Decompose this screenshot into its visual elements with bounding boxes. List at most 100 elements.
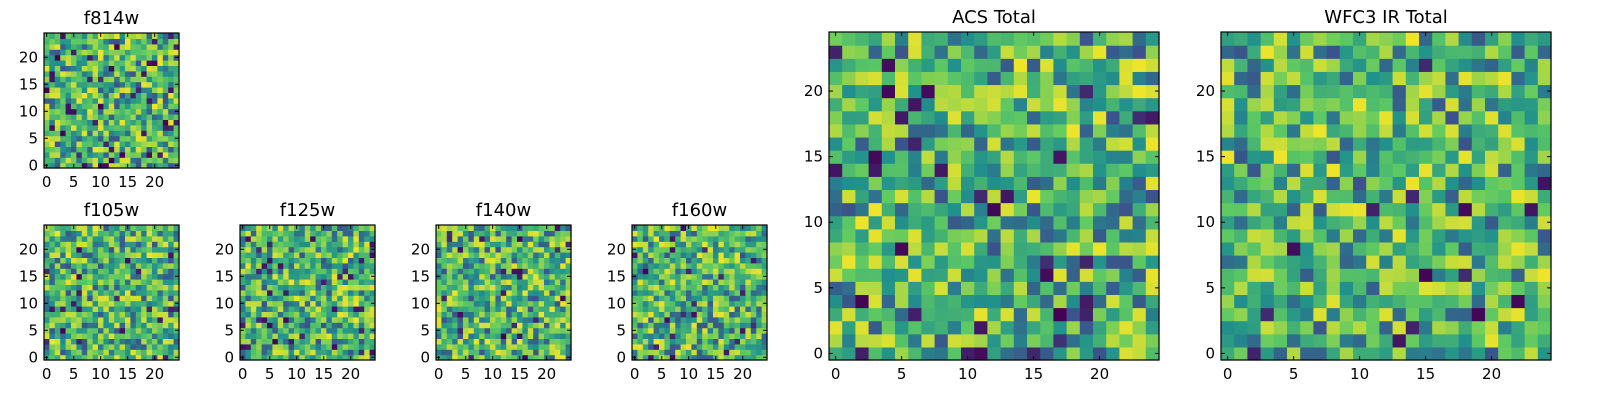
- heatmap-cell: [1027, 268, 1041, 282]
- heatmap-cell: [294, 295, 300, 302]
- heatmap-cell: [1339, 32, 1354, 46]
- heatmap-cell: [756, 311, 763, 318]
- heatmap-cell: [1537, 202, 1552, 217]
- heatmap-cell: [1392, 294, 1407, 309]
- heatmap-cell: [1287, 202, 1301, 217]
- heatmap-cell: [468, 225, 475, 231]
- heatmap-cell: [261, 316, 268, 323]
- heatmap-cell: [881, 294, 896, 309]
- heatmap-cell: [934, 281, 949, 295]
- heatmap-cell: [554, 273, 561, 280]
- heatmap-cell: [60, 60, 67, 66]
- heatmap-cell: [294, 241, 300, 248]
- heatmap-cell: [549, 268, 556, 275]
- heatmap-cell: [348, 262, 354, 269]
- heatmap-cell: [506, 327, 513, 334]
- heatmap-cell: [1234, 136, 1248, 151]
- heatmap-cell: [342, 230, 349, 237]
- heatmap-cell: [729, 311, 736, 318]
- heatmap-cell: [1221, 32, 1235, 46]
- heatmap-cell: [533, 333, 540, 339]
- heatmap-cell: [921, 110, 936, 125]
- y-tick-label: 0: [813, 344, 823, 362]
- heatmap-cell: [87, 54, 94, 61]
- heatmap-cell: [723, 333, 730, 339]
- heatmap-cell: [1027, 228, 1041, 243]
- heatmap-cell: [729, 338, 736, 345]
- heatmap-cell: [441, 235, 448, 242]
- heatmap-cell: [1537, 110, 1552, 125]
- heatmap-cell: [1300, 255, 1314, 269]
- heatmap-cell: [441, 257, 448, 264]
- heatmap-cell: [342, 295, 349, 302]
- heatmap-cell: [162, 70, 169, 77]
- heatmap-cell: [152, 151, 158, 158]
- heatmap-cell: [436, 322, 442, 329]
- heatmap-cell: [125, 70, 131, 77]
- heatmap-cell: [1247, 84, 1262, 99]
- heatmap-cell: [81, 114, 88, 120]
- heatmap-cell: [538, 338, 545, 345]
- heatmap-cell: [173, 338, 180, 345]
- heatmap-cell: [974, 45, 988, 59]
- heatmap-cell: [723, 273, 730, 280]
- heatmap-cell: [868, 45, 883, 59]
- heatmap-cell: [125, 257, 131, 264]
- heatmap-cell: [707, 354, 714, 361]
- heatmap-cell: [1537, 176, 1552, 191]
- heatmap-cell: [162, 76, 169, 83]
- heatmap-cell: [310, 289, 317, 296]
- heatmap-cell: [1093, 307, 1107, 322]
- heatmap-cell: [691, 289, 698, 296]
- heatmap-cell: [353, 273, 360, 280]
- heatmap-cell: [1079, 97, 1094, 112]
- heatmap-cell: [908, 268, 922, 282]
- heatmap-cell: [321, 289, 327, 296]
- heatmap-cell: [44, 124, 50, 131]
- heatmap-cell: [152, 241, 158, 248]
- heatmap-cell: [299, 338, 306, 345]
- heatmap-cell: [686, 311, 692, 318]
- heatmap-cell: [1458, 84, 1473, 99]
- heatmap-cell: [135, 141, 142, 147]
- heatmap-cell: [1445, 333, 1460, 348]
- heatmap-cell: [1079, 241, 1094, 256]
- heatmap-cell: [452, 322, 459, 329]
- heatmap-cell: [98, 262, 104, 269]
- heatmap-cell: [331, 300, 338, 307]
- heatmap-cell: [452, 354, 459, 361]
- heatmap-cell: [729, 322, 736, 329]
- heatmap-cell: [452, 235, 459, 242]
- heatmap-cell: [98, 81, 104, 88]
- heatmap-cell: [157, 225, 164, 231]
- heatmap-cell: [92, 146, 99, 153]
- heatmap-cell: [1027, 32, 1041, 46]
- heatmap-cell: [162, 235, 169, 242]
- heatmap-cell: [1313, 189, 1328, 204]
- heatmap-cell: [1353, 97, 1367, 112]
- heatmap-cell: [1132, 202, 1147, 217]
- heatmap-cell: [141, 322, 148, 329]
- heatmap-cell: [648, 246, 655, 253]
- heatmap-cell: [1040, 110, 1054, 125]
- heatmap-cell: [173, 284, 180, 291]
- heatmap-cell: [54, 279, 61, 285]
- heatmap-cell: [659, 230, 665, 237]
- heatmap-cell: [686, 295, 692, 302]
- heatmap-cell: [987, 241, 1002, 256]
- heatmap-cell: [538, 311, 545, 318]
- heatmap-cell: [554, 306, 561, 312]
- heatmap-cell: [125, 306, 131, 312]
- heatmap-cell: [315, 279, 322, 285]
- heatmap-cell: [642, 246, 649, 253]
- heatmap-cell: [141, 146, 148, 153]
- heatmap-cell: [987, 294, 1002, 309]
- heatmap-cell: [1326, 84, 1341, 99]
- heatmap-cell: [691, 316, 698, 323]
- heatmap-cell: [114, 343, 121, 350]
- heatmap-cell: [267, 284, 273, 291]
- heatmap-cell: [549, 316, 556, 323]
- heatmap-cell: [119, 257, 126, 264]
- heatmap-cell: [146, 257, 153, 264]
- heatmap-cell: [921, 268, 936, 282]
